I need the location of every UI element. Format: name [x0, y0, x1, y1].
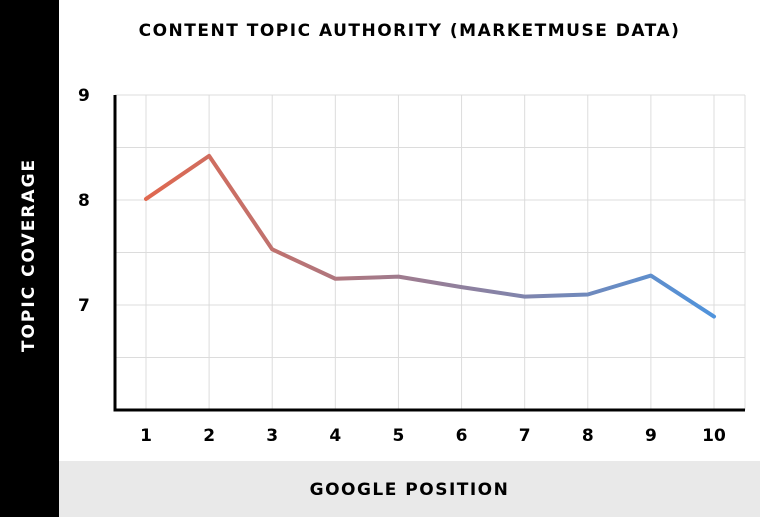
x-tick-label: 8 — [582, 426, 594, 446]
x-tick-label: 4 — [329, 426, 341, 446]
x-tick-label: 7 — [519, 426, 531, 446]
y-axis-label-band: TOPIC COVERAGE — [0, 0, 59, 517]
grid — [115, 94, 746, 410]
series — [144, 153, 716, 319]
x-tick-label: 3 — [266, 426, 278, 446]
x-tick-label: 5 — [393, 426, 405, 446]
y-tick-label: 9 — [78, 86, 90, 106]
x-axis-label-band: GOOGLE POSITION — [59, 461, 760, 517]
y-tick-label: 7 — [78, 296, 90, 316]
x-tick-label: 10 — [702, 426, 726, 446]
chart-title: CONTENT TOPIC AUTHORITY (MARKETMUSE DATA… — [138, 21, 681, 41]
line-chart: 1 2 3 4 5 6 7 8 9 10 9 8 7 — [78, 86, 746, 446]
series-line — [144, 153, 716, 319]
x-tick-labels: 1 2 3 4 5 6 7 8 9 10 — [140, 426, 726, 446]
x-tick-label: 9 — [645, 426, 657, 446]
x-axis-label: GOOGLE POSITION — [309, 480, 510, 500]
y-tick-label: 8 — [78, 191, 90, 211]
x-tick-label: 2 — [203, 426, 215, 446]
x-tick-label: 6 — [456, 426, 468, 446]
y-tick-labels: 9 8 7 — [78, 86, 90, 316]
axes — [113, 95, 745, 412]
x-tick-label: 1 — [140, 426, 152, 446]
